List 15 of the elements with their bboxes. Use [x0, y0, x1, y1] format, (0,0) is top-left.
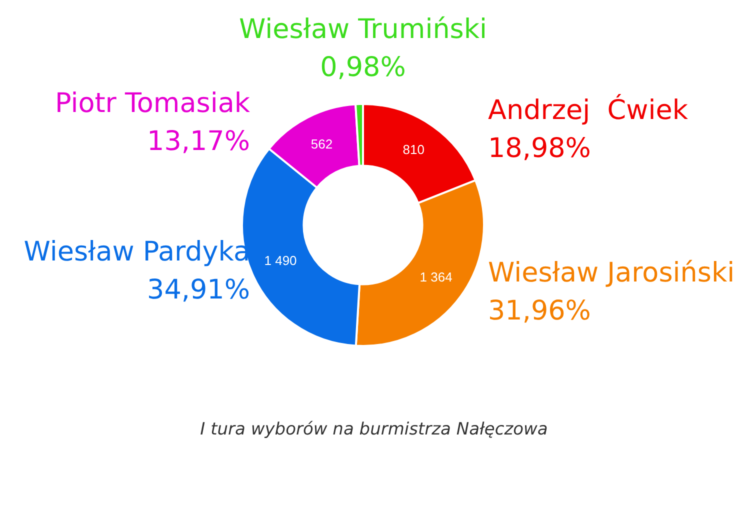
slice-label: Andrzej Ćwiek	[488, 92, 688, 126]
slice-label: Piotr Tomasiak	[55, 88, 250, 119]
data-label: 1 490	[264, 252, 297, 268]
data-label: 562	[310, 136, 333, 152]
slice-label: Wiesław Jarosiński	[488, 257, 735, 288]
data-label: 810	[402, 142, 424, 157]
text: 31,96%	[488, 295, 591, 326]
text: I tura wyborów na burmistrza Nałęczowa	[200, 419, 548, 440]
text: 34,91%	[147, 274, 250, 306]
data-label: 1 364	[420, 269, 452, 284]
text: 0,98%	[320, 52, 406, 84]
slice-label: Wiesław Pardyka	[24, 236, 250, 268]
text: 13,17%	[147, 126, 250, 157]
text: 18,98%	[488, 132, 591, 164]
slice-label: Wiesław Trumiński	[238, 14, 488, 46]
